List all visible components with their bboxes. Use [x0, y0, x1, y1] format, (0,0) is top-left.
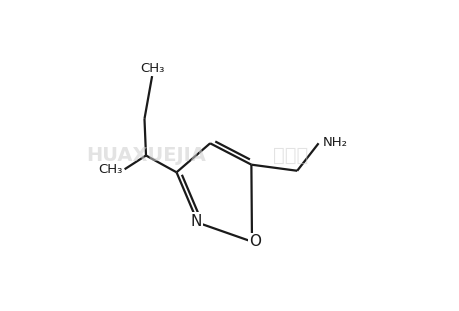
Text: O: O [248, 234, 260, 249]
Text: N: N [190, 214, 202, 229]
Text: HUAXUEJIA: HUAXUEJIA [86, 146, 206, 165]
Text: 化学加: 化学加 [272, 146, 308, 165]
Text: CH₃: CH₃ [98, 163, 122, 176]
Text: CH₃: CH₃ [140, 62, 164, 75]
Text: NH₂: NH₂ [323, 136, 347, 149]
